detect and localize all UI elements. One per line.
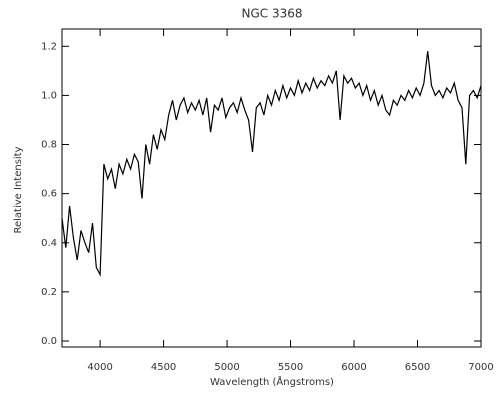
x-tick-label: 4000 (87, 362, 112, 373)
y-tick-label: 0.4 (41, 238, 57, 249)
x-tick-label: 7000 (468, 362, 493, 373)
x-axis-label: Wavelength (Ångstroms) (210, 375, 334, 388)
x-tick-label: 6500 (405, 362, 430, 373)
y-tick-label: 1.2 (41, 41, 57, 52)
y-tick-label: 1.0 (41, 90, 57, 101)
x-tick-label: 4500 (151, 362, 176, 373)
x-tick-label: 5000 (214, 362, 239, 373)
plot-frame (61, 28, 482, 348)
y-tick-label: 0.6 (41, 189, 57, 200)
x-tick-label: 5500 (278, 362, 303, 373)
y-tick-label: 0.0 (41, 336, 57, 347)
spectrum-line (61, 51, 482, 278)
y-tick-label: 0.8 (41, 140, 57, 151)
y-tick-label: 0.2 (41, 287, 57, 298)
x-tick-label: 6000 (341, 362, 366, 373)
y-axis-label: Relative Intensity (13, 146, 24, 233)
chart-title: NGC 3368 (241, 7, 302, 21)
